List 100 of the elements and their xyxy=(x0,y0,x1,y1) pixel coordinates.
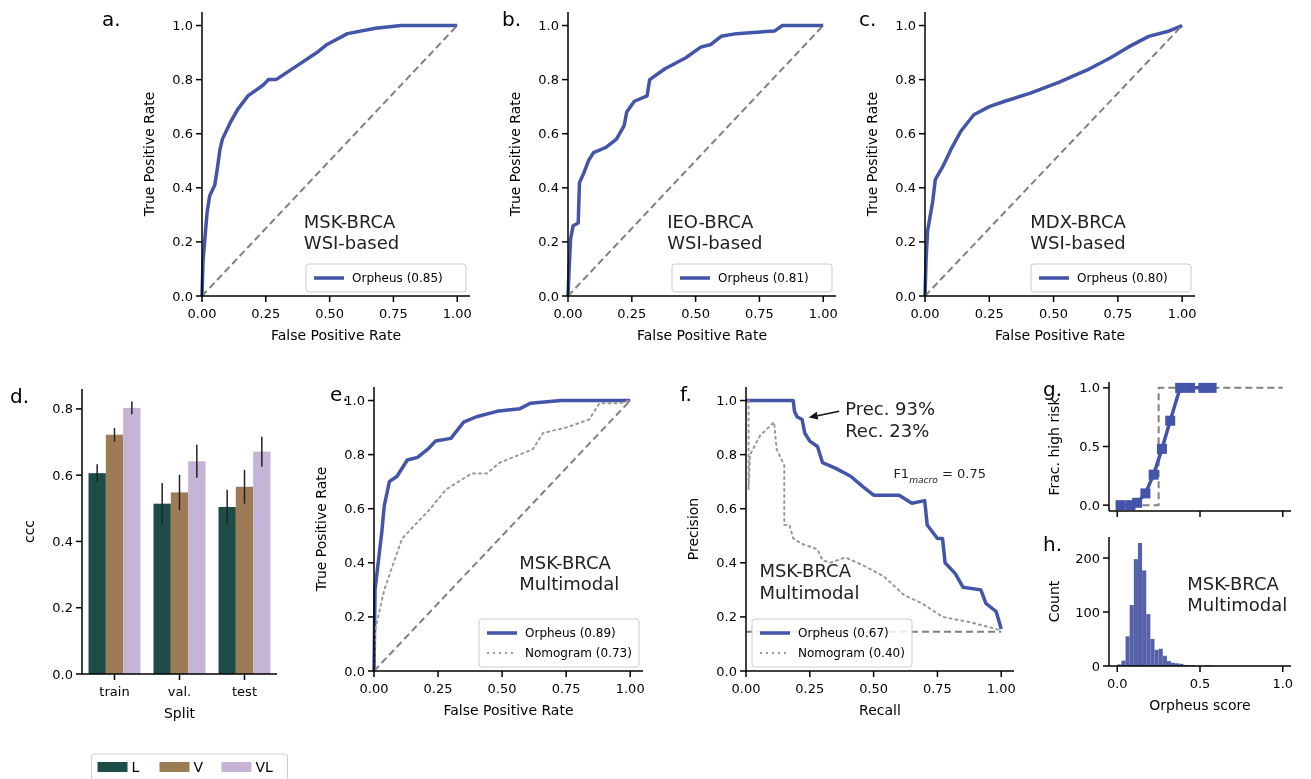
x-tick-label: 1.00 xyxy=(1167,306,1197,321)
y-tick-label: 100 xyxy=(1075,604,1100,620)
y-tick-label: 0.6 xyxy=(538,126,559,142)
x-tick-label: 0.25 xyxy=(617,306,647,321)
x-tick-label: 0.00 xyxy=(553,306,583,321)
x-tick-label: 0.5 xyxy=(1189,676,1211,691)
legend-label: VL xyxy=(255,759,274,775)
legend-label: Orpheus (0.89) xyxy=(525,626,616,641)
y-tick-label: 1.0 xyxy=(172,18,193,34)
y-tick-label: 0.8 xyxy=(538,72,559,88)
x-tick-label: 0.00 xyxy=(731,681,761,696)
x-tick-label: 0.75 xyxy=(1103,306,1133,321)
y-tick-label: 0.8 xyxy=(895,72,916,88)
annotation: Prec. 93% Rec. 23% xyxy=(845,398,936,441)
y-tick-label: 0.4 xyxy=(716,555,737,571)
x-tick-label: 0.50 xyxy=(859,681,889,696)
y-axis-title: ccc xyxy=(21,519,37,544)
y-tick-label: 0.2 xyxy=(716,609,737,625)
x-axis-title: False Positive Rate xyxy=(994,327,1126,343)
x-tick-label: 0.50 xyxy=(1039,306,1069,321)
x-tick-label: 0.00 xyxy=(910,306,940,321)
y-tick-label: 0.5 xyxy=(1079,439,1100,455)
x-tick-label: 0.25 xyxy=(251,306,281,321)
x-tick-label: 1.00 xyxy=(615,681,645,696)
x-axis-title: False Positive Rate xyxy=(270,327,402,343)
y-tick-label: 0.0 xyxy=(538,288,559,304)
x-tick-label: 1.0 xyxy=(1272,676,1294,691)
legend-label: V xyxy=(193,759,204,775)
y-tick-label: 0 xyxy=(1091,658,1100,674)
legend-label: Orpheus (0.85) xyxy=(352,271,443,286)
x-tick-label: 1.00 xyxy=(442,306,472,321)
x-axis-title: Orpheus score xyxy=(1149,697,1251,713)
x-tick-label: 0.50 xyxy=(681,306,711,321)
x-tick-label: 0.75 xyxy=(922,681,952,696)
y-tick-label: 0.2 xyxy=(538,234,559,250)
y-tick-label: 0.0 xyxy=(1079,497,1100,513)
y-tick-label: 0.4 xyxy=(52,533,73,549)
x-tick-label: 1.00 xyxy=(986,681,1016,696)
x-axis-title: Recall xyxy=(859,702,901,718)
x-tick-label: 0.50 xyxy=(487,681,517,696)
y-tick-label: 0.4 xyxy=(895,180,916,196)
y-tick-label: 0.8 xyxy=(52,401,73,417)
annotation: MSK-BRCA Multimodal xyxy=(1187,572,1288,616)
legend-label: Orpheus (0.67) xyxy=(798,626,889,641)
x-tick-label: train xyxy=(99,684,130,699)
annotation: MSK-BRCA Multimodal xyxy=(759,560,860,603)
y-tick-label: 0.2 xyxy=(895,234,916,250)
y-tick-label: 0.2 xyxy=(172,234,193,250)
y-tick-label: 200 xyxy=(1075,550,1100,566)
chart-title: h. xyxy=(1043,532,1063,556)
y-tick-label: 1.0 xyxy=(344,393,365,409)
y-tick-label: 0.6 xyxy=(716,501,737,517)
y-tick-label: 0.4 xyxy=(538,180,559,196)
legend-label: Orpheus (0.80) xyxy=(1077,271,1168,286)
x-axis-title: False Positive Rate xyxy=(636,327,768,343)
x-tick-label: 0.25 xyxy=(423,681,453,696)
annotation: MSK-BRCA Multimodal xyxy=(519,551,620,595)
y-tick-label: 1.0 xyxy=(895,18,916,34)
chart-title: b. xyxy=(502,7,522,31)
y-axis-title: Precision xyxy=(685,497,701,561)
y-tick-label: 0.4 xyxy=(172,180,193,196)
legend-label: Nomogram (0.73) xyxy=(525,646,632,661)
y-tick-label: 0.6 xyxy=(52,467,73,483)
x-tick-label: 0.00 xyxy=(187,306,217,321)
x-tick-label: 0.50 xyxy=(315,306,345,321)
x-axis-title: False Positive Rate xyxy=(443,702,574,718)
annotation: MSK-BRCA WSI-based xyxy=(303,210,400,254)
y-tick-label: 1.0 xyxy=(538,18,559,34)
annotation: MDX-BRCA WSI-based xyxy=(1030,210,1127,254)
y-axis-title: True Positive Rate xyxy=(313,466,329,593)
y-tick-label: 0.0 xyxy=(895,288,916,304)
y-tick-label: 0.2 xyxy=(344,609,365,625)
legend-label: L xyxy=(131,759,140,775)
y-axis-title: True Positive Rate xyxy=(864,91,880,218)
legend-label: Orpheus (0.81) xyxy=(718,271,809,286)
x-tick-label: 0.75 xyxy=(744,306,774,321)
y-tick-label: 0.8 xyxy=(344,447,365,463)
y-axis-title: True Positive Rate xyxy=(507,91,523,218)
x-tick-label: val. xyxy=(167,684,192,699)
chart-title: c. xyxy=(859,7,877,31)
legend-label: Nomogram (0.40) xyxy=(798,646,905,661)
x-tick-label: test xyxy=(232,684,257,699)
x-tick-label: 0.00 xyxy=(359,681,389,696)
x-tick-label: 0.75 xyxy=(551,681,581,696)
x-tick-label: 0.0 xyxy=(1106,676,1128,691)
x-tick-label: 0.25 xyxy=(974,306,1004,321)
y-tick-label: 0.4 xyxy=(344,555,365,571)
y-tick-label: 0.0 xyxy=(344,663,365,679)
y-tick-label: 1.0 xyxy=(716,393,737,409)
chart-title: f. xyxy=(680,382,692,406)
x-axis-title: Split xyxy=(163,705,196,721)
y-tick-label: 0.6 xyxy=(895,126,916,142)
x-tick-label: 0.75 xyxy=(378,306,408,321)
x-tick-label: 1.00 xyxy=(808,306,838,321)
y-axis-title: Count xyxy=(1046,580,1062,623)
y-tick-label: 0.2 xyxy=(52,600,73,616)
y-tick-label: 0.6 xyxy=(344,501,365,517)
chart-title: a. xyxy=(102,7,121,31)
y-axis-title: True Positive Rate xyxy=(141,91,157,218)
y-tick-label: 0.0 xyxy=(716,663,737,679)
